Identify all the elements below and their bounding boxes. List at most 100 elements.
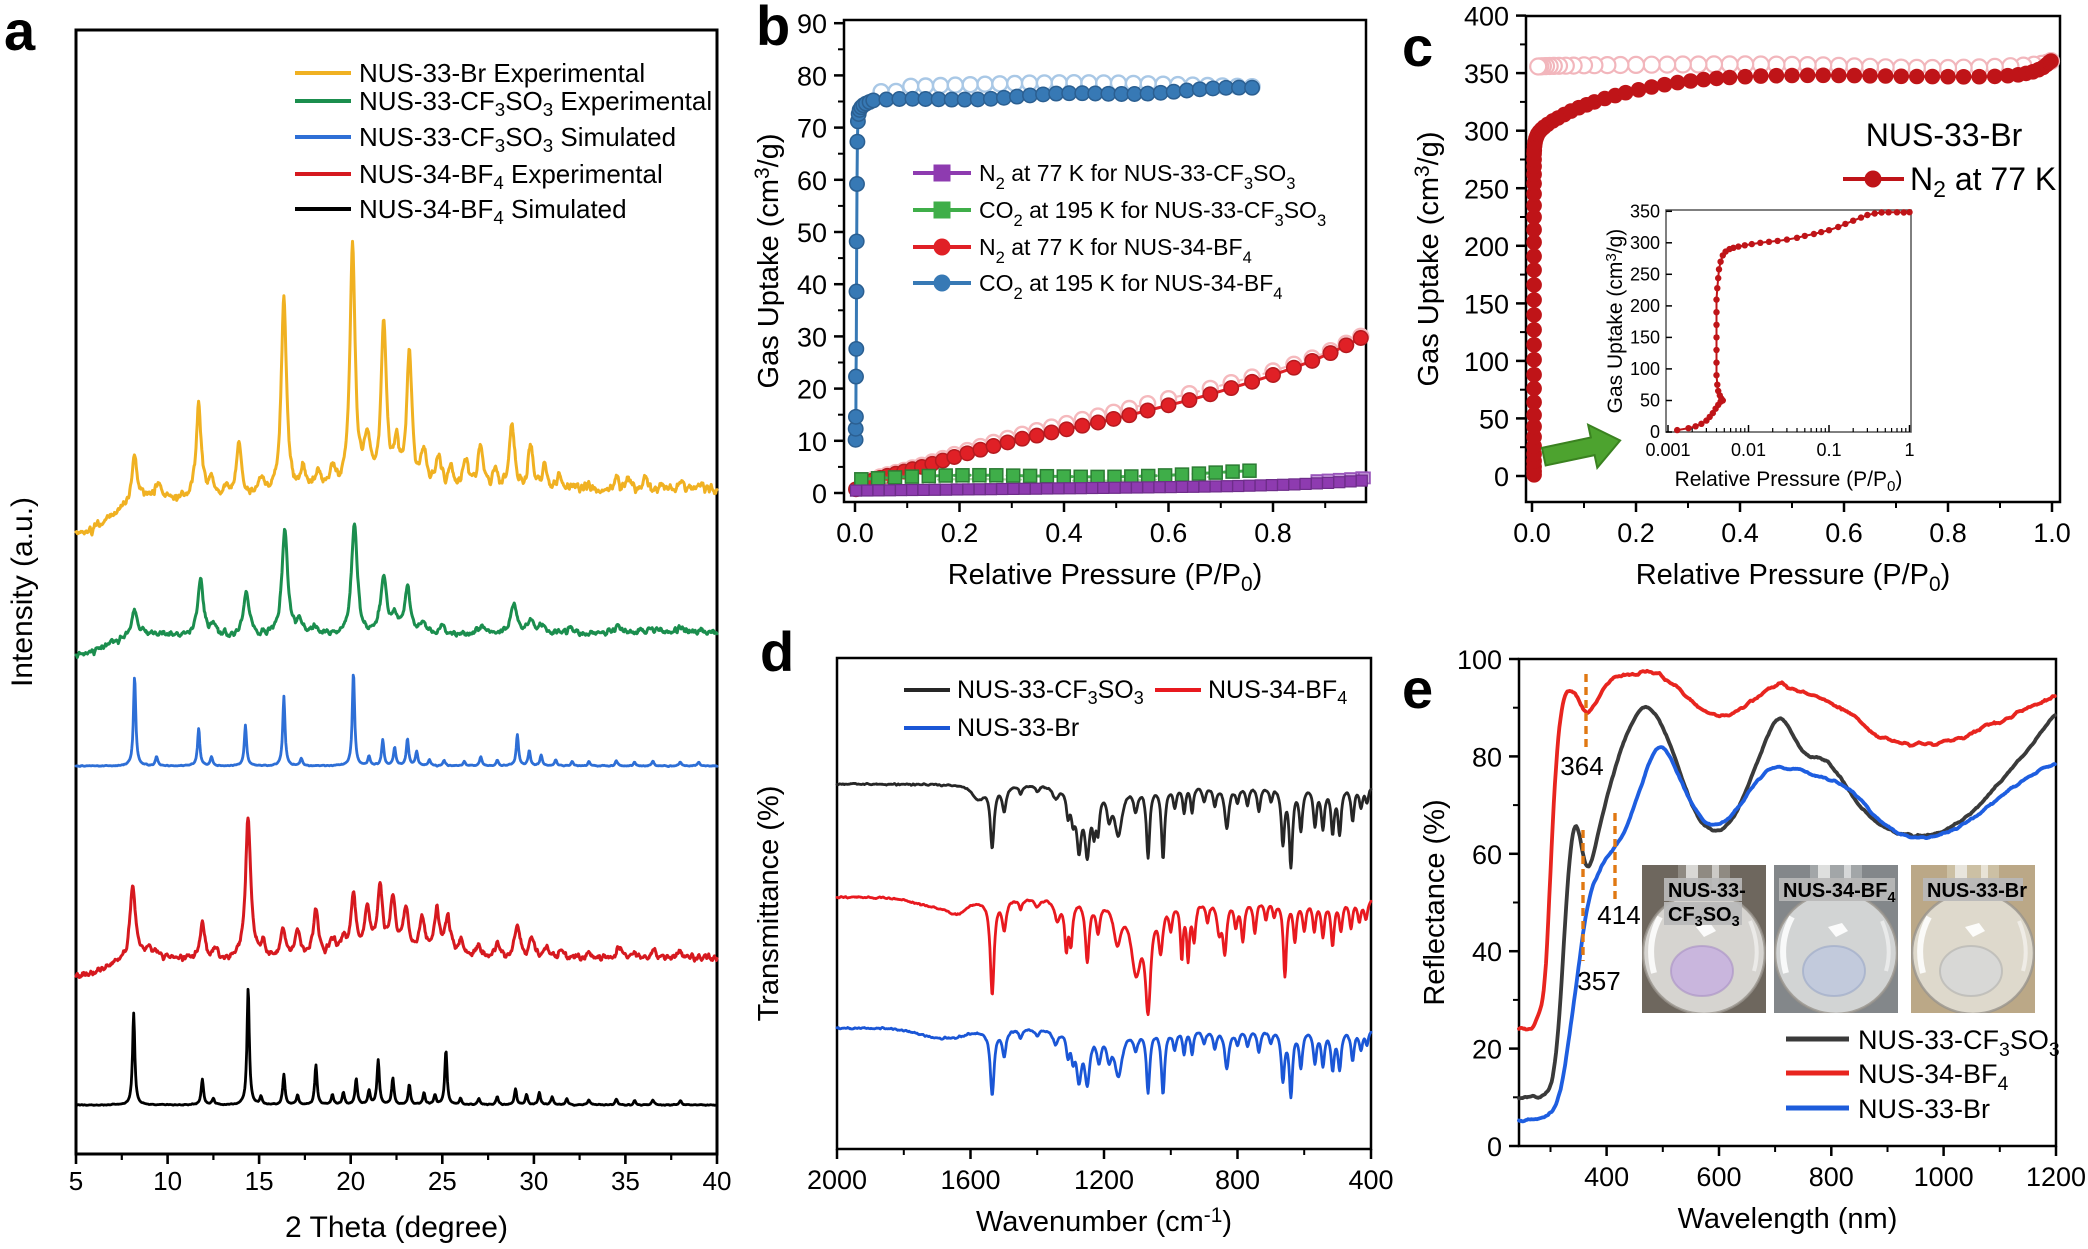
svg-text:a: a (4, 0, 36, 62)
svg-text:40: 40 (703, 1166, 732, 1196)
svg-text:0.4: 0.4 (1721, 518, 1759, 548)
svg-text:400: 400 (1584, 1162, 1629, 1192)
svg-text:0: 0 (1487, 1132, 1502, 1162)
svg-text:30: 30 (519, 1166, 548, 1196)
svg-text:Intensity (a.u.): Intensity (a.u.) (6, 497, 39, 687)
svg-text:NUS-34-BF4 Simulated: NUS-34-BF4 Simulated (359, 194, 627, 228)
svg-text:CO2 at 195 K for NUS-33-CF3SO3: CO2 at 195 K for NUS-33-CF3SO3 (979, 197, 1326, 230)
svg-text:2000: 2000 (807, 1165, 867, 1195)
svg-text:1.0: 1.0 (2033, 518, 2071, 548)
svg-text:N2 at 77 K for NUS-33-CF3SO3: N2 at 77 K for NUS-33-CF3SO3 (979, 160, 1296, 193)
svg-text:0.0: 0.0 (1513, 518, 1551, 548)
svg-text:Reflectance (%): Reflectance (%) (1419, 799, 1451, 1005)
svg-text:0.1: 0.1 (1816, 440, 1841, 460)
svg-text:50: 50 (1640, 390, 1660, 410)
svg-text:0: 0 (1494, 462, 1509, 492)
svg-text:150: 150 (1464, 289, 1509, 319)
svg-text:600: 600 (1696, 1162, 1741, 1192)
svg-text:35: 35 (611, 1166, 640, 1196)
svg-text:70: 70 (797, 114, 827, 144)
svg-text:0.8: 0.8 (1254, 518, 1292, 548)
svg-text:25: 25 (428, 1166, 457, 1196)
svg-text:N2 at 77 K: N2 at 77 K (1910, 161, 2056, 202)
svg-text:50: 50 (797, 218, 827, 248)
svg-text:250: 250 (1464, 174, 1509, 204)
svg-text:NUS-33-CF3SO3: NUS-33-CF3SO3 (1858, 1025, 2060, 1061)
svg-text:414: 414 (1597, 900, 1640, 930)
svg-text:5: 5 (69, 1166, 83, 1196)
svg-text:Gas Uptake (cm3/g): Gas Uptake (cm3/g) (1411, 132, 1445, 387)
svg-text:10: 10 (153, 1166, 182, 1196)
svg-text:0.001: 0.001 (1645, 440, 1690, 460)
svg-text:CF3SO3: CF3SO3 (1668, 904, 1740, 930)
svg-text:60: 60 (797, 166, 827, 196)
svg-text:400: 400 (1348, 1165, 1393, 1195)
svg-text:800: 800 (1809, 1162, 1854, 1192)
svg-text:e: e (1402, 657, 1433, 720)
svg-text:90: 90 (797, 9, 827, 39)
svg-text:100: 100 (1457, 645, 1502, 675)
svg-text:N2 at 77 K for NUS-34-BF4: N2 at 77 K for NUS-34-BF4 (979, 234, 1252, 267)
svg-text:NUS-33-Br: NUS-33-Br (1858, 1094, 1990, 1124)
svg-text:0: 0 (1650, 422, 1660, 442)
svg-text:80: 80 (797, 61, 827, 91)
svg-text:NUS-33-Br: NUS-33-Br (1927, 880, 2027, 902)
svg-text:Relative Pressure (P/P0): Relative Pressure (P/P0) (1636, 559, 1951, 596)
svg-text:350: 350 (1464, 59, 1509, 89)
svg-text:0.6: 0.6 (1150, 518, 1188, 548)
svg-text:10: 10 (797, 427, 827, 457)
svg-text:0: 0 (812, 479, 827, 509)
svg-text:NUS-33-CF3SO3 Experimental: NUS-33-CF3SO3 Experimental (359, 86, 712, 120)
svg-text:100: 100 (1464, 347, 1509, 377)
svg-text:Transmittance (%): Transmittance (%) (753, 786, 785, 1022)
svg-text:NUS-33-Br: NUS-33-Br (957, 714, 1079, 742)
svg-text:Relative Pressure (P/P0): Relative Pressure (P/P0) (1675, 468, 1903, 495)
svg-text:0.2: 0.2 (1617, 518, 1655, 548)
svg-text:40: 40 (797, 270, 827, 300)
svg-text:Gas Uptake (cm3/g): Gas Uptake (cm3/g) (1603, 229, 1627, 414)
svg-text:c: c (1402, 15, 1433, 78)
svg-text:1: 1 (1904, 440, 1914, 460)
svg-text:1000: 1000 (1914, 1162, 1974, 1192)
svg-text:60: 60 (1472, 840, 1502, 870)
svg-text:CO2 at 195 K for NUS-34-BF4: CO2 at 195 K for NUS-34-BF4 (979, 270, 1282, 303)
svg-text:Relative Pressure (P/P0): Relative Pressure (P/P0) (948, 559, 1263, 596)
svg-text:d: d (760, 620, 794, 683)
svg-text:1200: 1200 (1074, 1165, 1134, 1195)
svg-text:150: 150 (1630, 327, 1660, 347)
svg-text:0.8: 0.8 (1929, 518, 1967, 548)
svg-text:2 Theta (degree): 2 Theta (degree) (285, 1211, 508, 1244)
svg-text:NUS-33-Br Experimental: NUS-33-Br Experimental (359, 58, 645, 88)
svg-text:100: 100 (1630, 359, 1660, 379)
svg-text:Gas Uptake (cm3/g): Gas Uptake (cm3/g) (751, 134, 785, 389)
svg-text:200: 200 (1464, 232, 1509, 262)
svg-text:1200: 1200 (2026, 1162, 2086, 1192)
svg-text:364: 364 (1560, 751, 1603, 781)
svg-text:NUS-33-: NUS-33- (1668, 880, 1746, 902)
svg-text:800: 800 (1215, 1165, 1260, 1195)
svg-text:250: 250 (1630, 264, 1660, 284)
svg-text:40: 40 (1472, 937, 1502, 967)
svg-text:300: 300 (1630, 233, 1660, 253)
svg-text:20: 20 (797, 375, 827, 405)
svg-text:0.6: 0.6 (1825, 518, 1863, 548)
svg-text:Wavelength (nm): Wavelength (nm) (1678, 1203, 1898, 1235)
svg-text:b: b (756, 0, 790, 57)
svg-text:20: 20 (336, 1166, 365, 1196)
svg-text:30: 30 (797, 322, 827, 352)
svg-text:357: 357 (1577, 966, 1620, 996)
svg-text:0.4: 0.4 (1045, 518, 1083, 548)
svg-text:NUS-33-Br: NUS-33-Br (1866, 117, 2023, 153)
svg-text:80: 80 (1472, 742, 1502, 772)
svg-text:NUS-33-CF3SO3: NUS-33-CF3SO3 (957, 676, 1144, 708)
svg-text:1600: 1600 (940, 1165, 1000, 1195)
svg-text:15: 15 (245, 1166, 274, 1196)
svg-text:300: 300 (1464, 117, 1509, 147)
svg-text:0.01: 0.01 (1731, 440, 1766, 460)
svg-text:Wavenumber (cm-1): Wavenumber (cm-1) (976, 1204, 1232, 1238)
svg-text:200: 200 (1630, 296, 1660, 316)
svg-text:NUS-34-BF4 Experimental: NUS-34-BF4 Experimental (359, 159, 663, 193)
svg-text:NUS-34-BF4: NUS-34-BF4 (1783, 880, 1895, 906)
svg-text:NUS-34-BF4: NUS-34-BF4 (1208, 676, 1347, 708)
svg-text:NUS-34-BF4: NUS-34-BF4 (1858, 1059, 2009, 1095)
